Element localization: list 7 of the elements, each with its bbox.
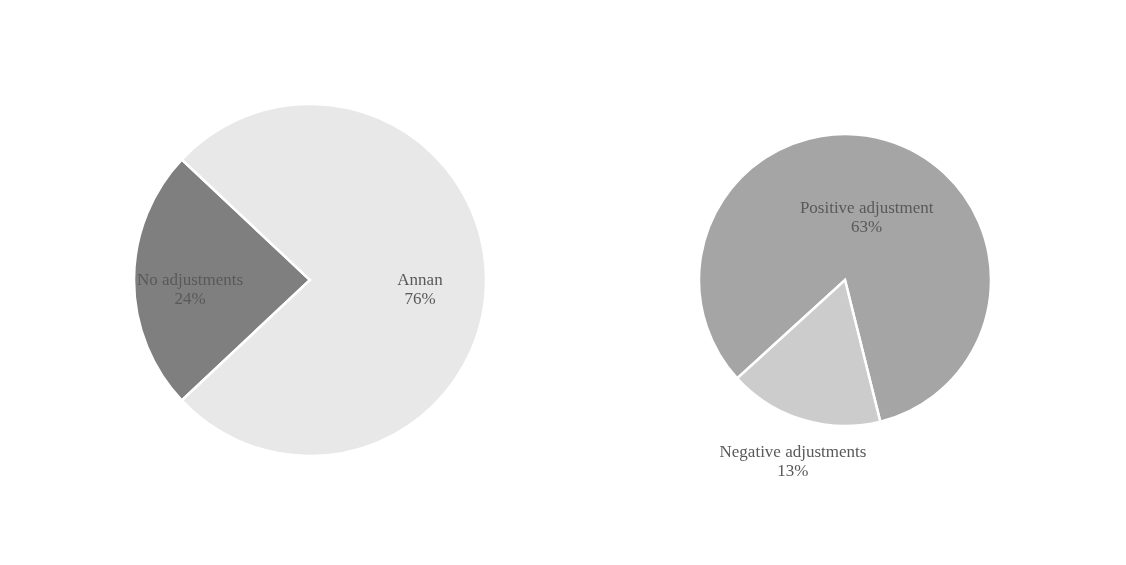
data-label: 76% bbox=[404, 289, 436, 308]
data-label: 63% bbox=[851, 217, 883, 237]
slice-label: Positive adjustment bbox=[799, 198, 934, 218]
data-label: 13% bbox=[777, 461, 809, 481]
pie-slice bbox=[697, 132, 993, 423]
slice-label: Negative adjustments bbox=[719, 442, 867, 462]
slice-label: Annan bbox=[397, 270, 444, 289]
